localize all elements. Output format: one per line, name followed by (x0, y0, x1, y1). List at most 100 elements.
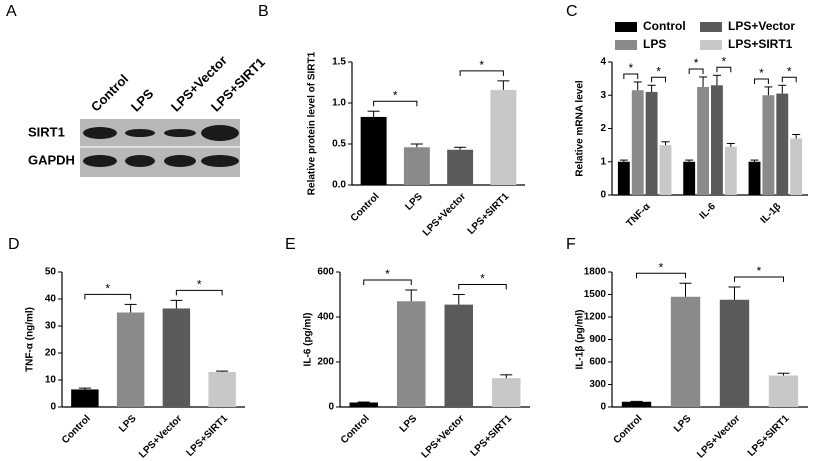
significance-bracket (754, 78, 769, 84)
significance-bracket (84, 293, 132, 300)
y-tick-label: 1.0 (332, 98, 346, 109)
legend-swatch (615, 40, 637, 50)
panel-label: B (258, 3, 269, 20)
x-tick-label: LPS+Vector (695, 413, 742, 460)
significance-label: * (385, 267, 390, 281)
y-tick-label: 50 (45, 267, 57, 278)
blot-band (125, 155, 155, 167)
bar (490, 89, 517, 185)
x-tick-label: LPS+SIRT1 (469, 413, 515, 459)
x-tick-label: LPS (403, 191, 425, 213)
y-tick-label: 900 (589, 334, 606, 345)
bar (768, 375, 799, 407)
bar (360, 116, 387, 185)
legend-label: LPS+Vector (728, 19, 795, 33)
x-tick-label: IL-6 (698, 201, 719, 222)
bar (71, 389, 99, 407)
bar (711, 85, 723, 195)
row-label: SIRT1 (28, 124, 65, 139)
bar (447, 149, 474, 185)
y-tick-label: 4 (600, 57, 606, 68)
significance-bracket (651, 76, 666, 83)
bar (617, 161, 630, 195)
significance-bracket (781, 76, 797, 83)
significance-label: * (105, 282, 110, 296)
bar (776, 93, 789, 195)
bar (444, 304, 473, 407)
legend-label: LPS (643, 37, 666, 51)
significance-label: * (757, 264, 762, 278)
bar (719, 299, 750, 407)
bar (790, 138, 803, 195)
significance-bracket (363, 279, 412, 285)
y-tick-label: 0 (600, 402, 606, 413)
legend-swatch (615, 22, 637, 32)
significance-label: * (787, 64, 792, 78)
bar (162, 308, 191, 407)
y-tick-label: 1 (600, 156, 606, 167)
blot-band (125, 129, 155, 137)
y-tick-label: 600 (317, 267, 334, 278)
y-tick-label: 3 (600, 90, 606, 101)
y-tick-label: 600 (589, 357, 606, 368)
significance-bracket (459, 70, 504, 76)
bar (208, 371, 236, 407)
blot-band (83, 155, 117, 167)
x-tick-label: LPS+Vector (137, 413, 184, 460)
bar (116, 312, 145, 407)
bar (697, 86, 709, 195)
bar (397, 301, 426, 407)
x-tick-label: LPS+Vector (421, 191, 468, 238)
significance-label: * (722, 54, 727, 68)
x-tick-label: LPS+SIRT1 (466, 191, 512, 237)
y-tick-label: 0 (50, 402, 56, 413)
y-tick-label: 1800 (584, 267, 607, 278)
significance-bracket (373, 100, 418, 107)
y-tick-label: 1500 (584, 289, 607, 300)
lane-label: LPS (128, 86, 157, 115)
y-tick-label: 10 (45, 375, 57, 386)
x-tick-label: IL-1β (759, 201, 784, 226)
row-label: GAPDH (28, 152, 75, 167)
bar (659, 145, 672, 195)
panel-label: E (285, 236, 296, 253)
blot-band (83, 127, 117, 139)
y-tick-label: 0 (328, 402, 334, 413)
bar (724, 146, 737, 195)
x-tick-label: LPS+Vector (419, 413, 466, 460)
significance-label: * (628, 61, 633, 75)
y-tick-label: 400 (317, 312, 334, 323)
bar (631, 90, 644, 195)
y-axis-label: IL-6 (pg/ml) (303, 313, 314, 367)
lane-label: Control (88, 71, 131, 114)
bar (645, 91, 658, 195)
significance-bracket (688, 68, 704, 74)
legend-swatch (700, 40, 722, 50)
y-tick-label: 40 (45, 294, 57, 305)
significance-label: * (759, 66, 764, 80)
y-tick-label: 1200 (584, 312, 607, 323)
significance-bracket (636, 272, 686, 279)
x-tick-label: Control (612, 413, 645, 446)
legend-label: LPS+SIRT1 (728, 37, 793, 51)
bar (762, 95, 775, 195)
legend-label: Control (643, 19, 686, 33)
y-tick-label: 0 (600, 190, 606, 201)
significance-label: * (393, 88, 398, 102)
significance-label: * (197, 278, 202, 292)
y-tick-label: 1.5 (332, 57, 346, 68)
x-tick-label: LPS (398, 413, 420, 435)
y-axis-label: Relative mRNA level (575, 80, 586, 177)
significance-label: * (479, 58, 484, 72)
x-tick-label: TNF-α (624, 201, 653, 230)
x-tick-label: LPS (117, 413, 139, 435)
blot-band (201, 155, 239, 167)
x-tick-label: Control (339, 413, 372, 446)
blot-band (164, 155, 196, 167)
panel-label: D (8, 236, 20, 253)
y-tick-label: 0.5 (332, 139, 346, 150)
bar (683, 161, 696, 195)
significance-label: * (659, 260, 664, 274)
y-tick-label: 200 (317, 357, 334, 368)
